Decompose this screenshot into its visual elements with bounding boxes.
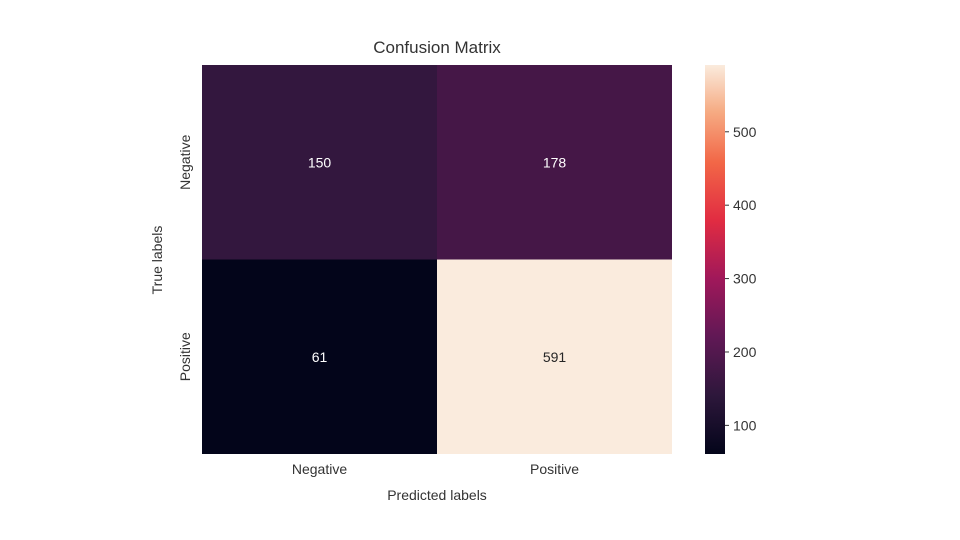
heatmap-cell <box>437 65 672 260</box>
y-tick-label: Positive <box>177 332 193 381</box>
y-axis-label: True labels <box>149 226 165 295</box>
heatmap-cell <box>202 259 437 454</box>
colorbar-ticks: 100 200 300 400 500 <box>725 124 757 433</box>
colorbar-tick-label: 500 <box>733 124 757 140</box>
colorbar-tick-label: 300 <box>733 271 757 287</box>
cell-value-label: 178 <box>543 154 567 170</box>
x-tick-label: Negative <box>292 461 347 477</box>
colorbar-tick-label: 400 <box>733 197 757 213</box>
x-axis-label: Predicted labels <box>387 487 487 503</box>
chart-title: Confusion Matrix <box>373 38 501 57</box>
cell-value-label: 591 <box>543 349 567 365</box>
cell-value-label: 150 <box>308 154 332 170</box>
x-axis-tick-labels: Negative Positive <box>292 461 579 477</box>
x-tick-label: Positive <box>530 461 579 477</box>
y-axis-tick-labels: Negative Positive <box>177 134 193 381</box>
heatmap-cell <box>202 65 437 260</box>
colorbar <box>705 65 725 454</box>
y-tick-label: Negative <box>177 134 193 189</box>
colorbar-tick-label: 100 <box>733 417 757 433</box>
heatmap-cell-labels: 150 178 61 591 <box>308 154 567 365</box>
heatmap-cell <box>437 259 672 454</box>
heatmap-cells <box>202 65 672 454</box>
colorbar-tick-label: 200 <box>733 344 757 360</box>
cell-value-label: 61 <box>312 349 328 365</box>
